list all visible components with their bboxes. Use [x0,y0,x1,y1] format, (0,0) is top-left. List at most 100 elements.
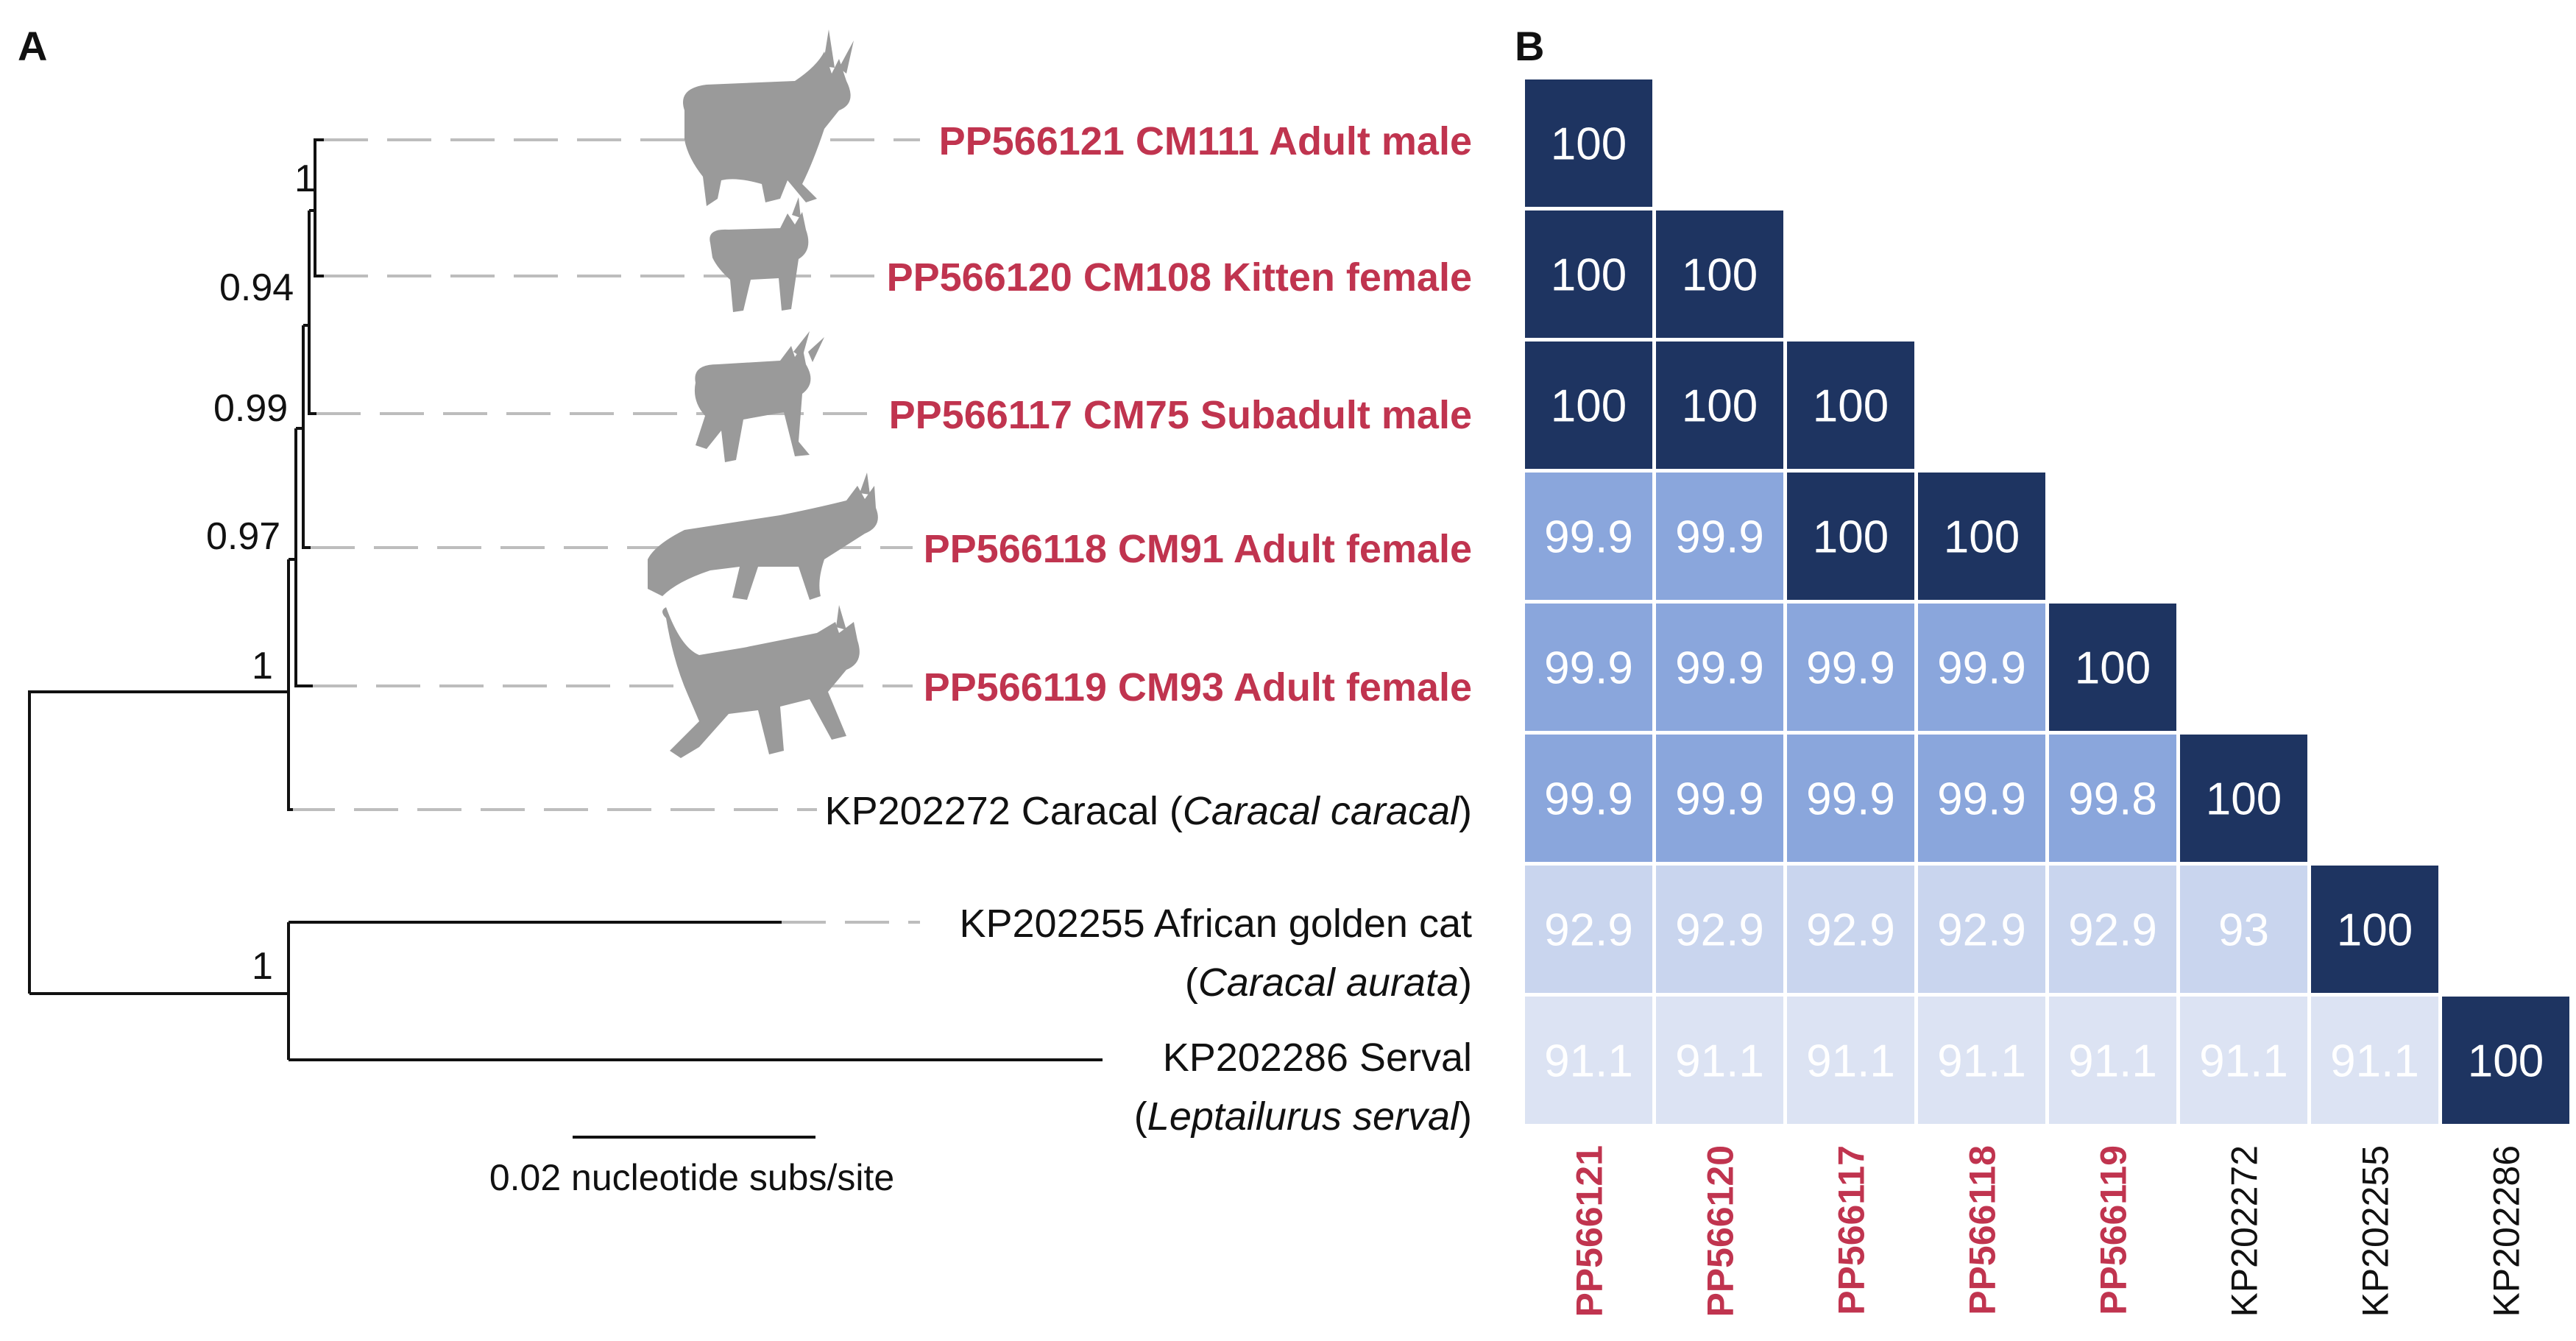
caracal-subadult-icon [694,331,824,462]
matrix-cell-value: 100 [1551,381,1627,432]
support-value: 0.94 [219,266,294,309]
matrix-cell-value: 99.9 [1937,774,2026,825]
matrix-cell-value: 92.9 [1544,905,1633,956]
matrix-cell-value: 91.1 [1806,1036,1895,1087]
matrix-cell [1525,604,1652,731]
matrix-cell [1656,473,1783,600]
caracal-adult-male-icon [683,29,854,206]
matrix-cell [1656,604,1783,731]
matrix-cell [2311,997,2438,1124]
matrix-cell-value: 91.1 [1544,1036,1633,1087]
matrix-cell-value: 91.1 [1675,1036,1764,1087]
matrix-cell-value: 91.1 [2199,1036,2288,1087]
matrix-cell [1525,997,1652,1124]
matrix-column-label: PP566121 [1569,1145,1610,1317]
tip-label-pp566117: PP566117 CM75 Subadult male [889,393,1472,437]
tip-label-kp202286-line1: KP202286 Serval [1163,1036,1472,1080]
matrix-column-label: PP566117 [1831,1145,1872,1315]
tree-branches [28,138,1103,1061]
matrix-cell-value: 99.9 [1675,512,1764,563]
matrix-cell-value: 100 [1944,512,2020,563]
tip-label-kp202255-line1: KP202255 African golden cat [959,902,1472,946]
matrix-cell-value: 100 [2337,905,2413,956]
matrix-cell [2049,997,2176,1124]
matrix-column-label: PP566118 [1962,1145,2003,1315]
matrix-cell [1656,735,1783,862]
matrix-cell [2311,866,2438,993]
matrix-cell [1918,735,2045,862]
matrix-cell-value: 99.9 [1937,643,2026,694]
tip-label-kp202286-line2: (Leptailurus serval) [1134,1094,1472,1139]
matrix-cell [1656,866,1783,993]
matrix-cell [2049,735,2176,862]
matrix-cell-value: 100 [1551,250,1627,301]
panel-a-label: A [18,23,47,69]
matrix-column-label: PP566120 [1700,1145,1741,1317]
matrix-cell-value: 99.9 [1544,643,1633,694]
matrix-cell [1918,473,2045,600]
matrix-cell-value: 100 [1682,250,1758,301]
matrix-cell [2180,997,2307,1124]
matrix-cell-value: 99.8 [2068,774,2157,825]
matrix-cell-value: 92.9 [1675,905,1764,956]
tip-label-kp202272: KP202272 Caracal (Caracal caracal) [825,789,1472,833]
tip-label-pp566118: PP566118 CM91 Adult female [924,527,1472,571]
matrix-cell [1787,342,1914,469]
matrix-cell [1525,79,1652,207]
matrix-cell [2049,604,2176,731]
panel-b-label: B [1515,23,1544,69]
scale-bar-label: 0.02 nucleotide subs/site [489,1157,894,1198]
matrix-cell-value: 99.9 [1675,774,1764,825]
tip-label-pp566121: PP566121 CM111 Adult male [939,119,1472,163]
matrix-cell-value: 99.9 [1544,774,1633,825]
matrix-cell [1525,210,1652,338]
tip-label-pp566119: PP566119 CM93 Adult female [924,665,1472,710]
matrix-cell-value: 100 [1813,512,1889,563]
matrix-cell-value: 100 [1551,119,1627,170]
support-value: 1 [294,158,316,200]
matrix-column-labels: PP566121 PP566120 PP566117 PP566118 PP566119… [1569,1145,2527,1317]
matrix-column-label: PP566119 [2093,1145,2134,1315]
matrix-cell-value: 92.9 [2068,905,2157,956]
identity-matrix: 100 100 100 100 100 100 99.9 99.9 100 100 99.9 99.9… [1525,79,2569,1124]
matrix-cell [1525,342,1652,469]
matrix-cell-value: 100 [2206,774,2282,825]
matrix-cell [2442,997,2569,1124]
caracal-adult-female-icon [648,473,878,600]
matrix-column-label: KP202255 [2355,1145,2396,1317]
matrix-cell-value: 93 [2218,905,2269,956]
matrix-cell [1787,735,1914,862]
matrix-cell [1656,210,1783,338]
support-value: 1 [252,645,273,687]
matrix-cell [1525,735,1652,862]
matrix-cell-value: 100 [2468,1036,2544,1087]
matrix-cell [1787,866,1914,993]
matrix-cell [1918,604,2045,731]
matrix-cell [1787,997,1914,1124]
matrix-cell [1918,997,2045,1124]
matrix-cell-value: 99.9 [1806,774,1895,825]
support-value: 0.97 [206,515,280,558]
matrix-cell [1525,473,1652,600]
matrix-cell-value: 91.1 [1937,1036,2026,1087]
phylogenetic-tree: 1 0.94 0.99 0.97 1 1 0.02 nucleotide sub… [28,29,1472,1198]
matrix-cell [1918,866,2045,993]
matrix-cell [1787,473,1914,600]
caracal-adult-female-walking-icon [662,605,860,758]
tip-label-kp202255-line2: (Caracal aurata) [1185,960,1472,1005]
matrix-cell-value: 100 [1682,381,1758,432]
matrix-cell-value: 100 [2075,643,2151,694]
matrix-cell [1787,604,1914,731]
matrix-cell [1656,342,1783,469]
matrix-cell-value: 91.1 [2330,1036,2419,1087]
matrix-cell-value: 92.9 [1937,905,2026,956]
caracal-kitten-icon [710,197,809,312]
support-value: 0.99 [213,387,288,430]
matrix-cell-value: 99.9 [1544,512,1633,563]
matrix-column-label: KP202286 [2486,1145,2527,1317]
matrix-column-label: KP202272 [2224,1145,2265,1317]
matrix-cell [2049,866,2176,993]
tip-label-pp566120: PP566120 CM108 Kitten female [887,255,1472,300]
